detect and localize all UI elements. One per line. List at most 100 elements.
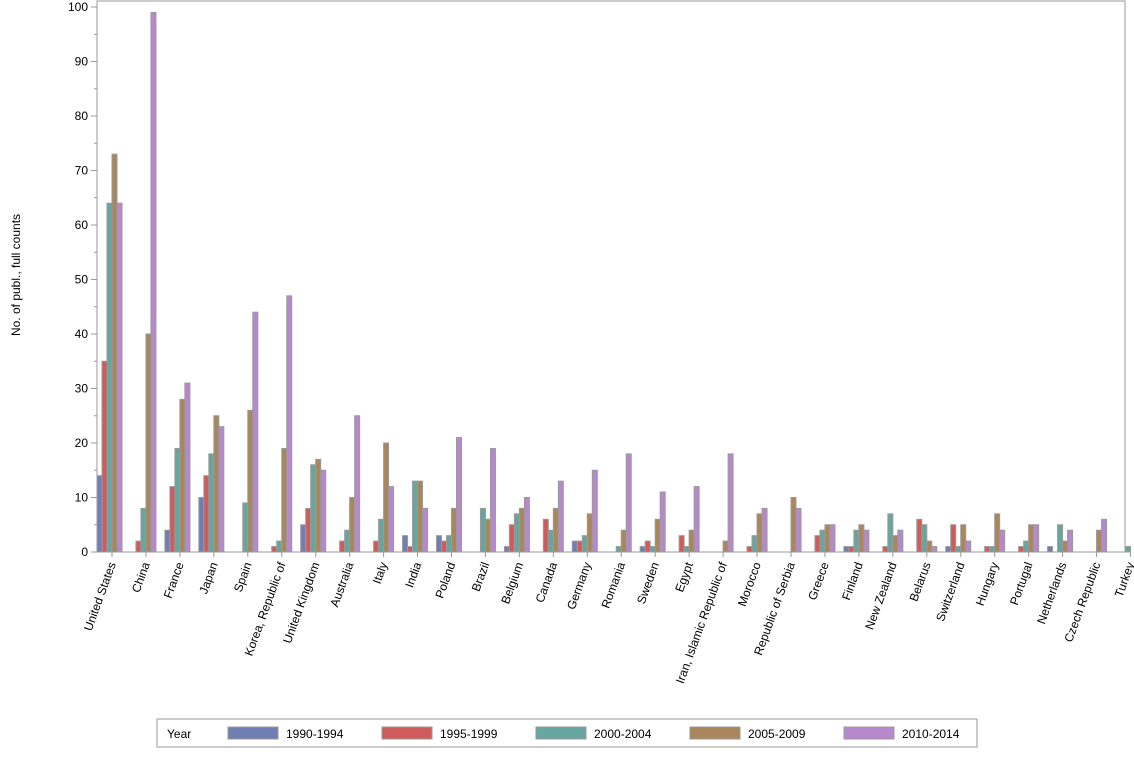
bar-2000-2004: [819, 529, 826, 553]
bar-2005-2009: [552, 507, 559, 553]
y-tick-label: 60: [75, 218, 89, 232]
bar-2010-2014: [388, 486, 395, 553]
bar-2010-2014: [1033, 524, 1040, 553]
bar-1995-1999: [678, 535, 685, 553]
x-tick-label: United Kingdom: [280, 560, 322, 645]
bar-2005-2009: [281, 447, 288, 553]
x-tick-label: India: [402, 560, 424, 590]
bar-2005-2009: [383, 442, 390, 553]
bar-1995-1999: [746, 546, 753, 553]
bar-2000-2004: [989, 546, 996, 553]
legend-swatch: [689, 726, 741, 740]
bar-2010-2014: [116, 202, 123, 553]
bar-2005-2009: [484, 518, 491, 553]
bar-1995-1999: [508, 524, 515, 553]
bar-2010-2014: [625, 453, 632, 553]
bars: [96, 11, 1131, 553]
bar-2005-2009: [654, 518, 661, 553]
x-tick-label: Switzerland: [933, 560, 967, 623]
bar-1995-1999: [440, 540, 447, 553]
x-tick-label: China: [129, 560, 153, 595]
x-tick-label: Belgium: [498, 560, 526, 606]
bar-2005-2009: [960, 524, 967, 553]
bar-2010-2014: [422, 507, 429, 553]
bar-1990-1994: [639, 546, 646, 553]
y-tick-label: 100: [68, 0, 88, 14]
bar-2000-2004: [378, 518, 385, 553]
bar-1990-1994: [1047, 546, 1054, 553]
bar-1995-1999: [848, 546, 855, 553]
bar-2000-2004: [208, 453, 215, 553]
bar-2000-2004: [853, 529, 860, 553]
x-tick-label: Morocco: [735, 560, 764, 608]
x-tick-label: Hungary: [973, 560, 1002, 607]
legend-label: 2010-2014: [902, 727, 960, 741]
bar-1990-1994: [435, 535, 442, 553]
bar-2010-2014: [965, 540, 972, 553]
y-tick-label: 30: [75, 382, 89, 396]
x-tick-label: Portugal: [1007, 560, 1035, 607]
bar-2000-2004: [310, 464, 317, 553]
bar-2005-2009: [450, 507, 457, 553]
bar-2010-2014: [354, 415, 361, 553]
bar-2010-2014: [829, 524, 836, 553]
bar-2005-2009: [790, 497, 797, 553]
legend-label: 2000-2004: [594, 727, 652, 741]
bar-1995-1999: [950, 524, 957, 553]
bar-1995-1999: [814, 535, 821, 553]
bar-2010-2014: [218, 426, 225, 553]
bar-2000-2004: [955, 546, 962, 553]
x-tick-labels: United States China France Japan SpainKorea,…: [81, 552, 1134, 685]
legend-swatch: [535, 726, 587, 740]
bar-2010-2014: [659, 491, 666, 553]
x-tick-label: United States: [81, 560, 119, 632]
bar-1995-1999: [339, 540, 346, 553]
x-tick-label: Brazil: [469, 560, 492, 593]
y-tick-label: 50: [75, 273, 89, 287]
bar-1990-1994: [402, 535, 409, 553]
bar-2005-2009: [926, 540, 933, 553]
bar-2005-2009: [417, 480, 424, 553]
y-tick-label: 0: [81, 545, 88, 559]
bar-1995-1999: [373, 540, 380, 553]
bar-1990-1994: [843, 546, 850, 553]
x-tick-label: Greece: [805, 560, 832, 602]
x-tick-label: Japan: [196, 560, 220, 596]
bar-1995-1999: [576, 540, 583, 553]
bar-2010-2014: [150, 11, 157, 553]
legend-label: 1995-1999: [440, 727, 498, 741]
bar-2000-2004: [615, 546, 622, 553]
bar-2000-2004: [1057, 524, 1064, 553]
x-tick-label: Canada: [533, 560, 561, 605]
x-tick-label: Egypt: [672, 560, 696, 594]
bar-2010-2014: [523, 497, 530, 553]
bar-2005-2009: [111, 153, 118, 553]
bar-2005-2009: [247, 409, 254, 553]
bar-2005-2009: [858, 524, 865, 553]
x-tick-label: Finland: [839, 560, 866, 602]
bar-2010-2014: [489, 447, 496, 553]
x-tick-label: Australia: [327, 560, 356, 609]
bar-2010-2014: [999, 529, 1006, 553]
bar-2010-2014: [591, 469, 598, 553]
bar-2000-2004: [581, 535, 588, 553]
bar-2005-2009: [179, 398, 186, 553]
bar-2005-2009: [315, 458, 322, 553]
bar-1995-1999: [542, 518, 549, 553]
x-tick-label: Belarus: [907, 560, 934, 603]
x-tick-label: Czech Republic: [1061, 560, 1103, 644]
y-tick-label: 90: [75, 55, 89, 69]
bar-2010-2014: [184, 382, 191, 553]
y-tick-label: 40: [75, 327, 89, 341]
bar-1995-1999: [916, 518, 923, 553]
bar-2010-2014: [761, 507, 768, 553]
bar-2010-2014: [795, 507, 802, 553]
x-tick-label: Poland: [432, 560, 458, 600]
bar-1995-1999: [135, 540, 142, 553]
bar-2005-2009: [1062, 540, 1069, 553]
bar-2000-2004: [649, 546, 656, 553]
bar-2005-2009: [756, 513, 763, 553]
bar-1990-1994: [96, 475, 103, 553]
bar-2000-2004: [344, 529, 351, 553]
